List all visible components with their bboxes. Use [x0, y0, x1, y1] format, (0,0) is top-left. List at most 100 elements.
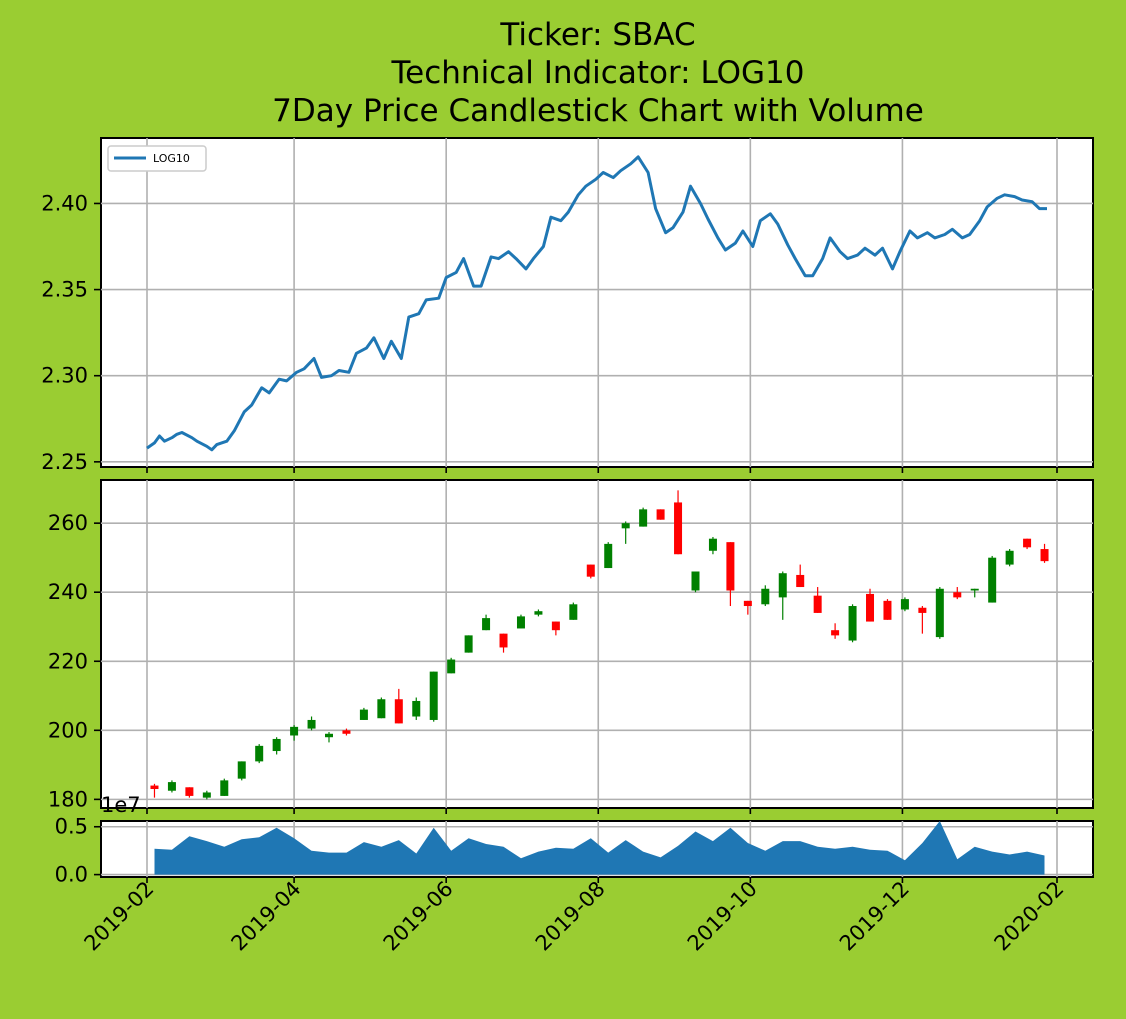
candle	[325, 732, 333, 743]
candle-body	[464, 635, 473, 653]
candle	[586, 564, 595, 579]
price-panel: 180 200 220 240 260	[48, 479, 1094, 814]
candle-body	[708, 538, 717, 551]
candle-body	[150, 785, 159, 790]
candle	[272, 737, 281, 755]
candle-body	[621, 523, 630, 529]
candle-body	[534, 611, 543, 615]
indicator-ytick-label: 2.30	[41, 364, 88, 388]
candle	[342, 728, 351, 736]
candle	[167, 780, 176, 793]
candle-body	[743, 600, 752, 607]
candle-body	[988, 557, 997, 603]
candle-body	[255, 745, 264, 762]
price-ytick-label: 180	[48, 787, 88, 811]
candle	[883, 599, 892, 620]
x-tick-label: 2019-12	[835, 877, 914, 956]
candle-body	[394, 699, 403, 724]
price-ytick-label: 240	[48, 580, 88, 604]
indicator-ytick-label: 2.40	[41, 191, 88, 215]
candle	[447, 657, 456, 674]
candle	[464, 635, 473, 653]
candle-body	[202, 792, 211, 798]
candle	[691, 571, 700, 593]
candle	[761, 585, 770, 607]
candle-body	[237, 761, 246, 779]
candle-body	[499, 633, 508, 648]
candle	[813, 587, 822, 613]
candle	[394, 688, 403, 724]
candle-body	[813, 595, 822, 613]
indicator-ytick-label: 2.35	[41, 278, 88, 302]
candle	[708, 536, 717, 555]
price-ytick-label: 200	[48, 718, 88, 742]
title-line-2: Technical Indicator: LOG10	[391, 55, 805, 91]
x-tick-label: 2019-08	[531, 877, 610, 956]
candle-body	[185, 787, 194, 796]
candle	[359, 707, 368, 720]
candle-body	[290, 726, 299, 736]
candle	[848, 604, 857, 643]
candle-body	[866, 593, 875, 622]
candle-body	[726, 542, 735, 591]
indicator-gridlines	[101, 138, 1093, 467]
candle	[1023, 538, 1032, 550]
candle-body	[516, 616, 525, 629]
candle	[604, 542, 613, 569]
candle-body	[900, 599, 909, 610]
candle-body	[307, 719, 316, 729]
candle	[220, 778, 229, 796]
candle	[674, 490, 683, 555]
candle	[307, 716, 316, 731]
volume-ytick-label: 0.0	[55, 863, 88, 887]
candle-body	[761, 588, 770, 605]
price-panel-frame	[100, 479, 1094, 809]
candle	[551, 621, 560, 636]
candle	[656, 509, 665, 520]
volume-panel: 0.0 0.5 1e7	[55, 793, 1094, 887]
volume-area	[154, 821, 1045, 875]
indicator-ytick-label: 2.25	[41, 450, 88, 474]
x-tick-label: 2019-02	[80, 877, 159, 956]
candle-body	[796, 574, 805, 588]
candle-body	[325, 733, 333, 738]
price-y-axis: 180 200 220 240 260	[48, 511, 1058, 814]
candle-body	[674, 502, 683, 555]
x-tick-label: 2019-10	[683, 877, 762, 956]
candle-body	[551, 621, 560, 631]
candle	[726, 542, 735, 607]
title-line-1: Ticker: SBAC	[499, 17, 695, 53]
candle	[412, 697, 421, 720]
candle	[831, 623, 840, 639]
candle	[639, 507, 648, 527]
volume-ytick-label: 0.5	[55, 815, 88, 839]
candle	[935, 587, 944, 639]
candle-body	[359, 709, 368, 720]
candle-body	[447, 659, 456, 674]
candle-body	[377, 699, 386, 719]
candle	[429, 671, 438, 722]
candle	[569, 602, 578, 620]
indicator-panel: 2.25 2.30 2.35 2.40 LOG10	[41, 137, 1094, 474]
candle	[499, 633, 508, 653]
candle	[1005, 549, 1014, 567]
x-axis: 2019-02 2019-04 2019-06 2019-08 2019-10 2019-…	[80, 877, 1069, 956]
chart-title: Ticker: SBAC Technical Indicator: LOG10 …	[272, 17, 924, 129]
candle-body	[848, 606, 857, 641]
candle	[202, 790, 211, 800]
candle	[482, 614, 491, 631]
title-line-3: 7Day Price Candlestick Chart with Volume	[272, 93, 924, 129]
candle	[970, 588, 979, 598]
candlestick-series	[150, 490, 1049, 800]
candle-body	[586, 564, 595, 577]
candle-body	[604, 543, 613, 569]
candle-body	[1023, 538, 1032, 548]
candle-body	[412, 700, 421, 717]
candle	[237, 761, 246, 781]
candle	[918, 606, 927, 634]
candle-body	[778, 573, 787, 598]
candle	[1040, 543, 1049, 563]
candle-body	[935, 588, 944, 638]
candle-body	[167, 782, 176, 791]
